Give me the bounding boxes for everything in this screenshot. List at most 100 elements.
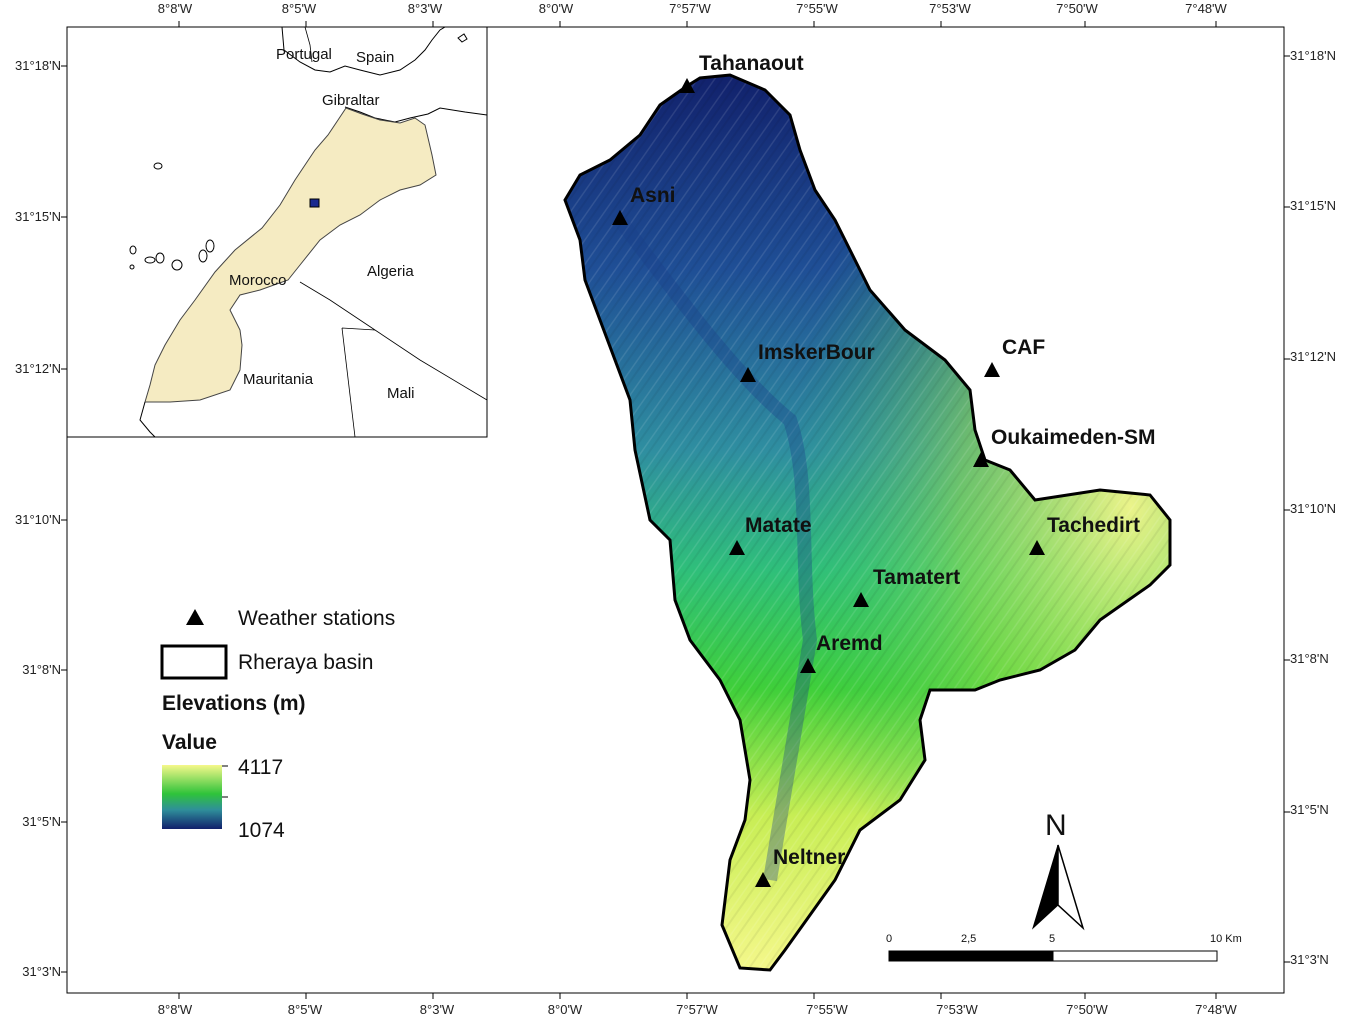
lat-label: 31°10'N xyxy=(15,512,61,527)
morocco-country xyxy=(144,107,437,403)
station-label: Tachedirt xyxy=(1047,514,1140,537)
lon-label: 8°3'W xyxy=(408,1,443,16)
lat-label: 31°8'N xyxy=(22,662,61,677)
lon-label: 8°5'W xyxy=(288,1002,323,1017)
station-label: Asni xyxy=(630,184,676,207)
station-label: Matate xyxy=(745,514,812,537)
lon-label: 7°57'W xyxy=(676,1002,718,1017)
station-caf: CAF xyxy=(984,336,1045,377)
lon-label: 8°0'W xyxy=(548,1002,583,1017)
station-marker xyxy=(1029,540,1045,555)
station-marker xyxy=(984,362,1000,377)
mali-border xyxy=(341,327,376,438)
station-marker xyxy=(755,872,771,887)
lon-label: 7°55'W xyxy=(796,1,838,16)
lon-label: 7°53'W xyxy=(929,1,971,16)
lat-label: 31°15'N xyxy=(1290,198,1336,213)
rheraya-basin-outline xyxy=(563,73,1172,972)
lat-label: 31°12'N xyxy=(1290,349,1336,364)
inset-label-mauritania: Mauritania xyxy=(243,371,314,388)
station-marker xyxy=(740,367,756,382)
lat-label: 31°12'N xyxy=(15,361,61,376)
lon-label: 7°57'W xyxy=(669,1,711,16)
lon-label: 8°0'W xyxy=(539,1,574,16)
north-label: N xyxy=(1045,809,1067,842)
legend-color-ramp xyxy=(162,765,222,829)
station-oukaimeden-sm: Oukaimeden-SM xyxy=(973,426,1156,467)
portugal-spain-border xyxy=(304,26,313,63)
lon-label: 7°48'W xyxy=(1185,1,1227,16)
station-aremd: Aremd xyxy=(800,632,883,673)
station-marker xyxy=(679,78,695,93)
inset-label-mali: Mali xyxy=(387,385,415,402)
station-marker xyxy=(973,452,989,467)
inset-label-spain: Spain xyxy=(356,49,394,66)
station-marker xyxy=(612,210,628,225)
lon-label: 7°53'W xyxy=(936,1002,978,1017)
scale-label: 0 xyxy=(886,933,892,945)
lat-label: 31°18'N xyxy=(1290,48,1336,63)
legend-elevation-title: Elevations (m) xyxy=(162,692,306,715)
station-marker xyxy=(800,658,816,673)
scale-label: 5 xyxy=(1049,933,1055,945)
study-area-marker xyxy=(309,198,320,208)
legend-basin-symbol xyxy=(160,644,228,680)
africa-coastline xyxy=(344,106,488,123)
north-arrow-icon: N xyxy=(1031,809,1085,931)
station-tachedirt: Tachedirt xyxy=(1029,514,1140,555)
inset-label-gibraltar: Gibraltar xyxy=(322,92,380,109)
balearic-island xyxy=(457,33,468,43)
longitude-labels-bottom: 8°8'W 8°5'W 8°3'W 8°0'W 7°57'W 7°55'W 7°… xyxy=(158,1002,1238,1017)
station-tamatert: Tamatert xyxy=(853,566,960,607)
canary-islands xyxy=(129,162,215,271)
station-matate: Matate xyxy=(729,514,812,555)
legend-stations-label: Weather stations xyxy=(238,607,395,630)
lon-label: 7°48'W xyxy=(1195,1002,1237,1017)
lat-label: 31°18'N xyxy=(15,58,61,73)
station-tahanaout: Tahanaout xyxy=(679,52,804,93)
scale-label: 10 Km xyxy=(1210,933,1242,945)
station-neltner: Neltner xyxy=(755,846,845,887)
latitude-labels-left: 31°18'N 31°15'N 31°12'N 31°10'N 31°8'N 3… xyxy=(15,58,61,979)
scale-label: 2,5 xyxy=(961,933,976,945)
station-asni: Asni xyxy=(612,184,676,225)
station-marker xyxy=(729,540,745,555)
legend-basin-label: Rheraya basin xyxy=(238,651,373,674)
inset-label-algeria: Algeria xyxy=(367,263,414,280)
legend-station-symbol xyxy=(186,609,204,625)
station-imskerbour: ImskerBour xyxy=(740,341,875,382)
station-label: Aremd xyxy=(816,632,883,655)
inset-map: Portugal Spain Gibraltar Morocco Algeria… xyxy=(66,26,488,438)
scale-bar: 0 2,5 5 10 Km xyxy=(886,933,1242,962)
graticule-ticks xyxy=(61,21,1290,999)
station-marker xyxy=(853,592,869,607)
station-label: Tamatert xyxy=(873,566,960,589)
station-label: ImskerBour xyxy=(758,341,875,364)
lon-label: 8°5'W xyxy=(282,1,317,16)
lat-label: 31°3'N xyxy=(1290,952,1329,967)
lat-label: 31°10'N xyxy=(1290,501,1336,516)
inset-label-portugal: Portugal xyxy=(276,46,332,63)
lat-label: 31°8'N xyxy=(1290,651,1329,666)
legend-min-value: 1074 xyxy=(238,819,285,842)
lon-label: 8°8'W xyxy=(158,1002,193,1017)
lon-label: 7°50'W xyxy=(1056,1,1098,16)
lon-label: 8°8'W xyxy=(158,1,193,16)
lat-label: 31°5'N xyxy=(1290,802,1329,817)
legend: Weather stations Rheraya basin Elevation… xyxy=(160,607,395,842)
legend-max-value: 4117 xyxy=(238,756,283,779)
lat-label: 31°5'N xyxy=(22,814,61,829)
station-label: Oukaimeden-SM xyxy=(991,426,1156,449)
station-label: Neltner xyxy=(773,846,845,869)
station-label: Tahanaout xyxy=(699,52,804,75)
lon-label: 7°55'W xyxy=(806,1002,848,1017)
legend-value-title: Value xyxy=(162,731,217,754)
latitude-labels-right: 31°18'N 31°15'N 31°12'N 31°10'N 31°8'N 3… xyxy=(1290,48,1336,967)
lat-label: 31°3'N xyxy=(22,964,61,979)
lat-label: 31°15'N xyxy=(15,209,61,224)
lon-label: 7°50'W xyxy=(1066,1002,1108,1017)
lon-label: 8°3'W xyxy=(420,1002,455,1017)
station-label: CAF xyxy=(1002,336,1045,359)
inset-label-morocco: Morocco xyxy=(229,272,287,289)
